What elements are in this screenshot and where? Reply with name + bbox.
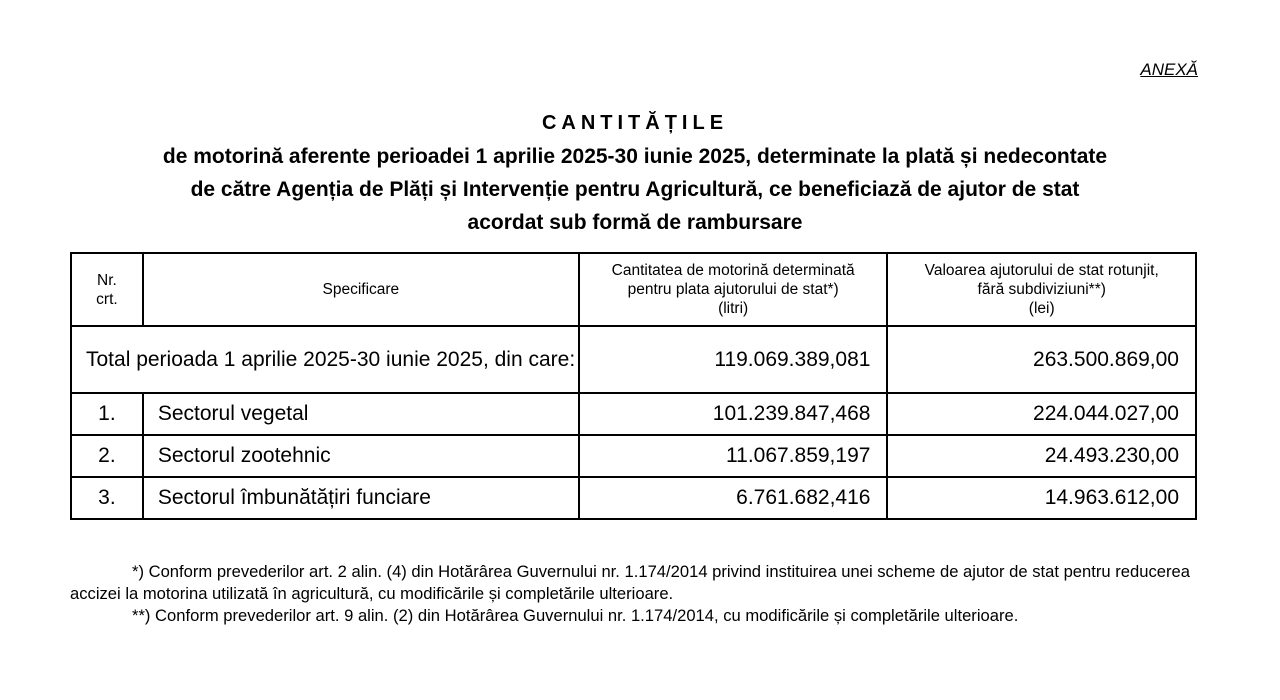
row-nr: 2. [70,434,144,478]
header-text: (litri) [718,300,749,317]
document-subtitle: de motorină aferente perioadei 1 aprilie… [0,140,1270,239]
row-value: 14.963.612,00 [886,476,1197,520]
header-nr: Nr. crt. [70,252,144,327]
table-row: 1. Sectorul vegetal 101.239.847,468 224.… [70,392,1197,436]
header-text: pentru plata ajutorului de stat*) [627,281,839,298]
row-nr: 1. [70,392,144,436]
header-text: Cantitatea de motorină determinată [611,262,855,279]
total-quantity: 119.069.389,081 [577,325,889,394]
row-quantity: 11.067.859,197 [577,434,889,478]
row-spec: Sectorul îmbunătățiri funciare [141,476,580,520]
table-header: Nr. crt. Specificare Cantitatea de motori… [70,252,1197,327]
row-spec: Sectorul zootehnic [141,434,580,478]
subtitle-line: de motorină aferente perioadei 1 aprilie… [162,145,1108,168]
total-value: 263.500.869,00 [886,325,1197,394]
header-spec: Specificare [141,252,580,327]
annex-label: ANEXĂ [1140,60,1198,79]
header-text: Valoarea ajutorului de stat rotunjit, [924,262,1159,279]
header-text: Specificare [322,281,400,298]
total-row: Total perioada 1 aprilie 2025-30 iunie 2… [70,325,1197,394]
footnote: *) Conform prevederilor art. 2 alin. (4)… [70,562,1190,603]
header-text: (lei) [1028,300,1055,317]
row-spec: Sectorul vegetal [141,392,580,436]
header-text: Nr. [97,271,117,289]
row-quantity: 101.239.847,468 [577,392,889,436]
row-nr: 3. [70,476,144,520]
subtitle-line: de către Agenția de Plăți și Intervenție… [190,178,1080,201]
footnotes: *) Conform prevederilor art. 2 alin. (4)… [70,561,1205,627]
row-value: 24.493.230,00 [886,434,1197,478]
quantities-table: Nr. crt. Specificare Cantitatea de motori… [70,252,1197,520]
table-row: 2. Sectorul zootehnic 11.067.859,197 24.… [70,434,1197,478]
subtitle-line: acordat sub formă de rambursare [467,211,803,234]
total-label: Total perioada 1 aprilie 2025-30 iunie 2… [70,325,580,394]
table-row: 3. Sectorul îmbunătățiri funciare 6.761.… [70,476,1197,520]
footnote: **) Conform prevederilor art. 9 alin. (2… [132,606,1019,625]
header-quantity: Cantitatea de motorină determinată pentru… [577,252,889,327]
header-value: Valoarea ajutorului de stat rotunjit, făr… [886,252,1197,327]
header-text: fără subdiviziuni**) [977,281,1106,298]
document-title: CANTITĂȚILE [541,112,729,134]
row-quantity: 6.761.682,416 [577,476,889,520]
header-text: crt. [96,290,118,308]
row-value: 224.044.027,00 [886,392,1197,436]
